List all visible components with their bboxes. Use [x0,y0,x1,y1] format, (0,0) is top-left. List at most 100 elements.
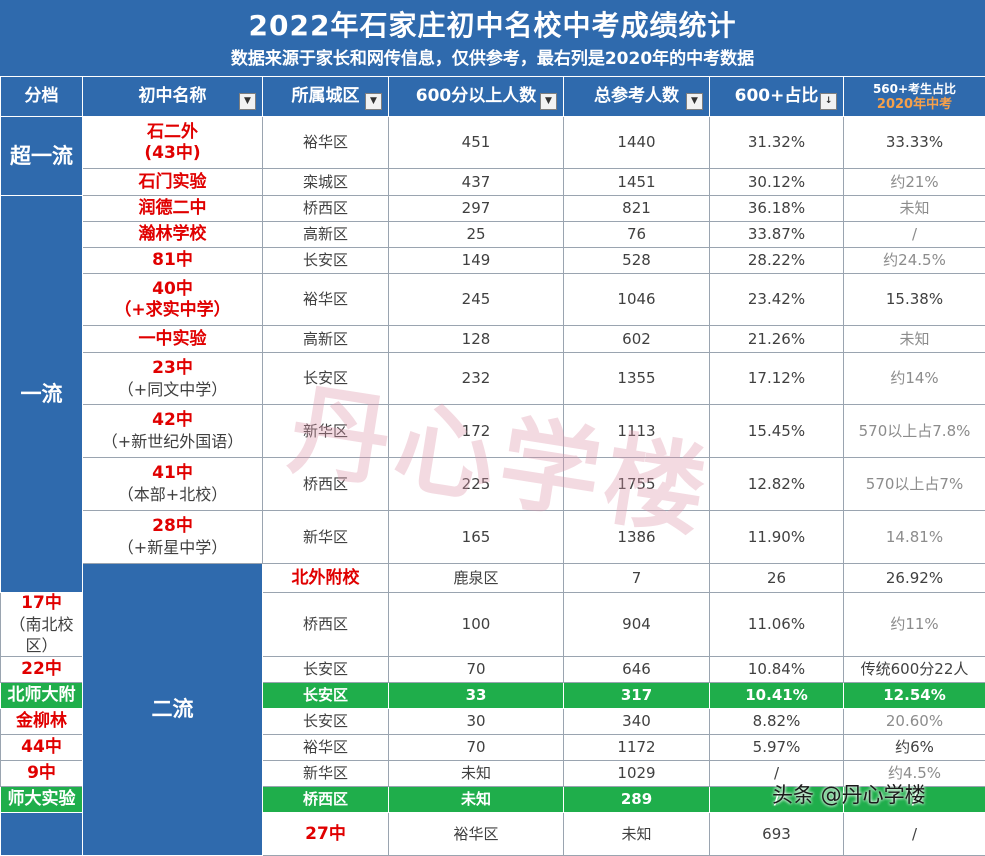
district-cell: 高新区 [263,326,389,353]
count600-cell: 未知 [389,787,564,813]
total-cell: 646 [564,657,710,683]
table-row: 23中（+同文中学） 长安区 232 1355 17.12% 约14% [1,353,985,405]
sheet-header: 2022年石家庄初中名校中考成绩统计 数据来源于家长和网传信息，仅供参考，最右列… [0,0,985,76]
district-cell: 长安区 [263,709,389,735]
count600-cell: 149 [389,248,564,274]
district-cell: 新华区 [263,761,389,787]
table-row: 一中实验 高新区 128 602 21.26% 未知 [1,326,985,353]
district-cell: 长安区 [263,353,389,405]
district-cell: 桥西区 [263,593,389,657]
count600-cell: 128 [389,326,564,353]
district-cell: 栾城区 [263,169,389,196]
school-name-cell: 9中 [1,761,83,787]
dropdown-arrow-icon[interactable]: ▼ [686,93,703,110]
ratio2020-cell: 未知 [844,326,985,353]
count600-cell: 未知 [564,813,710,856]
ratio2020-cell: 570以上占7.8% [844,405,985,458]
school-name-cell: 润德二中 [83,196,263,222]
school-name-cell: 41中（本部+北校） [83,458,263,511]
ratio2020-cell: 约6% [844,735,985,761]
column-header-ratio600[interactable]: 600+占比↓ [710,77,844,117]
total-cell: 1355 [564,353,710,405]
ratio2020-cell: 33.33% [844,117,985,169]
ratio600-cell: 31.32% [710,117,844,169]
ratio2020-cell: 12.54% [844,683,985,709]
column-header-tier: 分档 [1,77,83,117]
column-header-count600[interactable]: 600分以上人数▼ [389,77,564,117]
total-cell: 602 [564,326,710,353]
district-cell: 裕华区 [389,813,564,856]
total-cell: 76 [564,222,710,248]
tier-cell-super: 超一流 [1,117,83,196]
total-cell: 1451 [564,169,710,196]
table-row: 40中（+求实中学） 裕华区 245 1046 23.42% 15.38% [1,274,985,326]
ratio2020-cell: 传统600分22人 [844,657,985,683]
school-name-cell: 石门实验 [83,169,263,196]
school-name-cell: 40中（+求实中学） [83,274,263,326]
district-cell: 裕华区 [263,117,389,169]
school-name-cell: 北外附校 [263,564,389,593]
count600-cell: 172 [389,405,564,458]
source-credit: 头条 @丹心学楼 [772,779,926,809]
district-cell: 裕华区 [263,274,389,326]
count600-cell: 70 [389,735,564,761]
district-cell: 桥西区 [263,458,389,511]
ratio600-cell: 33.87% [710,222,844,248]
ratio2020-cell: 未知 [844,196,985,222]
ratio2020-cell: 15.38% [844,274,985,326]
page-subtitle: 数据来源于家长和网传信息，仅供参考，最右列是2020年的中考数据 [0,44,985,69]
table-row: 瀚林学校 高新区 25 76 33.87% / [1,222,985,248]
ratio600-cell: 36.18% [710,196,844,222]
total-cell: 1755 [564,458,710,511]
ratio2020-cell: 约21% [844,169,985,196]
count600-cell: 7 [564,564,710,593]
ratio2020-cell: / [844,222,985,248]
school-name-cell: 23中（+同文中学） [83,353,263,405]
table-row: 42中（+新世纪外国语） 新华区 172 1113 15.45% 570以上占7… [1,405,985,458]
column-header-total[interactable]: 总参考人数▼ [564,77,710,117]
table-row: 28中（+新星中学） 新华区 165 1386 11.90% 14.81% [1,511,985,564]
ratio600-cell: / [844,813,985,856]
school-name-cell: 27中 [263,813,389,856]
total-cell: 1172 [564,735,710,761]
ratio2020-cell: 约11% [844,593,985,657]
school-name-cell: 42中（+新世纪外国语） [83,405,263,458]
count600-cell: 451 [389,117,564,169]
dropdown-arrow-icon[interactable]: ▼ [365,93,382,110]
school-name-cell: 北师大附 [1,683,83,709]
school-name-cell: 石二外(43中) [83,117,263,169]
count600-cell: 100 [389,593,564,657]
ratio2020-cell: 14.81% [844,511,985,564]
total-cell: 1386 [564,511,710,564]
dropdown-arrow-icon[interactable]: ▼ [239,93,256,110]
count600-cell: 30 [389,709,564,735]
district-cell: 长安区 [263,248,389,274]
ratio600-cell: 17.12% [710,353,844,405]
total-cell: 821 [564,196,710,222]
district-cell: 裕华区 [263,735,389,761]
column-header-school[interactable]: 初中名称▼ [83,77,263,117]
total-cell: 26 [710,564,844,593]
count600-cell: 225 [389,458,564,511]
dropdown-arrow-icon[interactable]: ▼ [540,93,557,110]
district-cell: 鹿泉区 [389,564,564,593]
total-cell: 317 [564,683,710,709]
sort-descending-icon[interactable]: ↓ [820,93,837,110]
count600-cell: 297 [389,196,564,222]
ratio600-cell: 11.06% [710,593,844,657]
total-cell: 1046 [564,274,710,326]
tier-cell-first: 一流 [1,196,83,593]
total-cell: 693 [710,813,844,856]
total-cell: 1113 [564,405,710,458]
count600-cell: 245 [389,274,564,326]
count600-cell: 232 [389,353,564,405]
ratio600-cell: 10.41% [710,683,844,709]
table-row: 石门实验 栾城区 437 1451 30.12% 约21% [1,169,985,196]
page-title: 2022年石家庄初中名校中考成绩统计 [0,4,985,44]
column-header-district[interactable]: 所属城区▼ [263,77,389,117]
ratio600-cell: 12.82% [710,458,844,511]
school-name-cell: 金柳林 [1,709,83,735]
ratio600-cell: 23.42% [710,274,844,326]
table-row: 81中 长安区 149 528 28.22% 约24.5% [1,248,985,274]
